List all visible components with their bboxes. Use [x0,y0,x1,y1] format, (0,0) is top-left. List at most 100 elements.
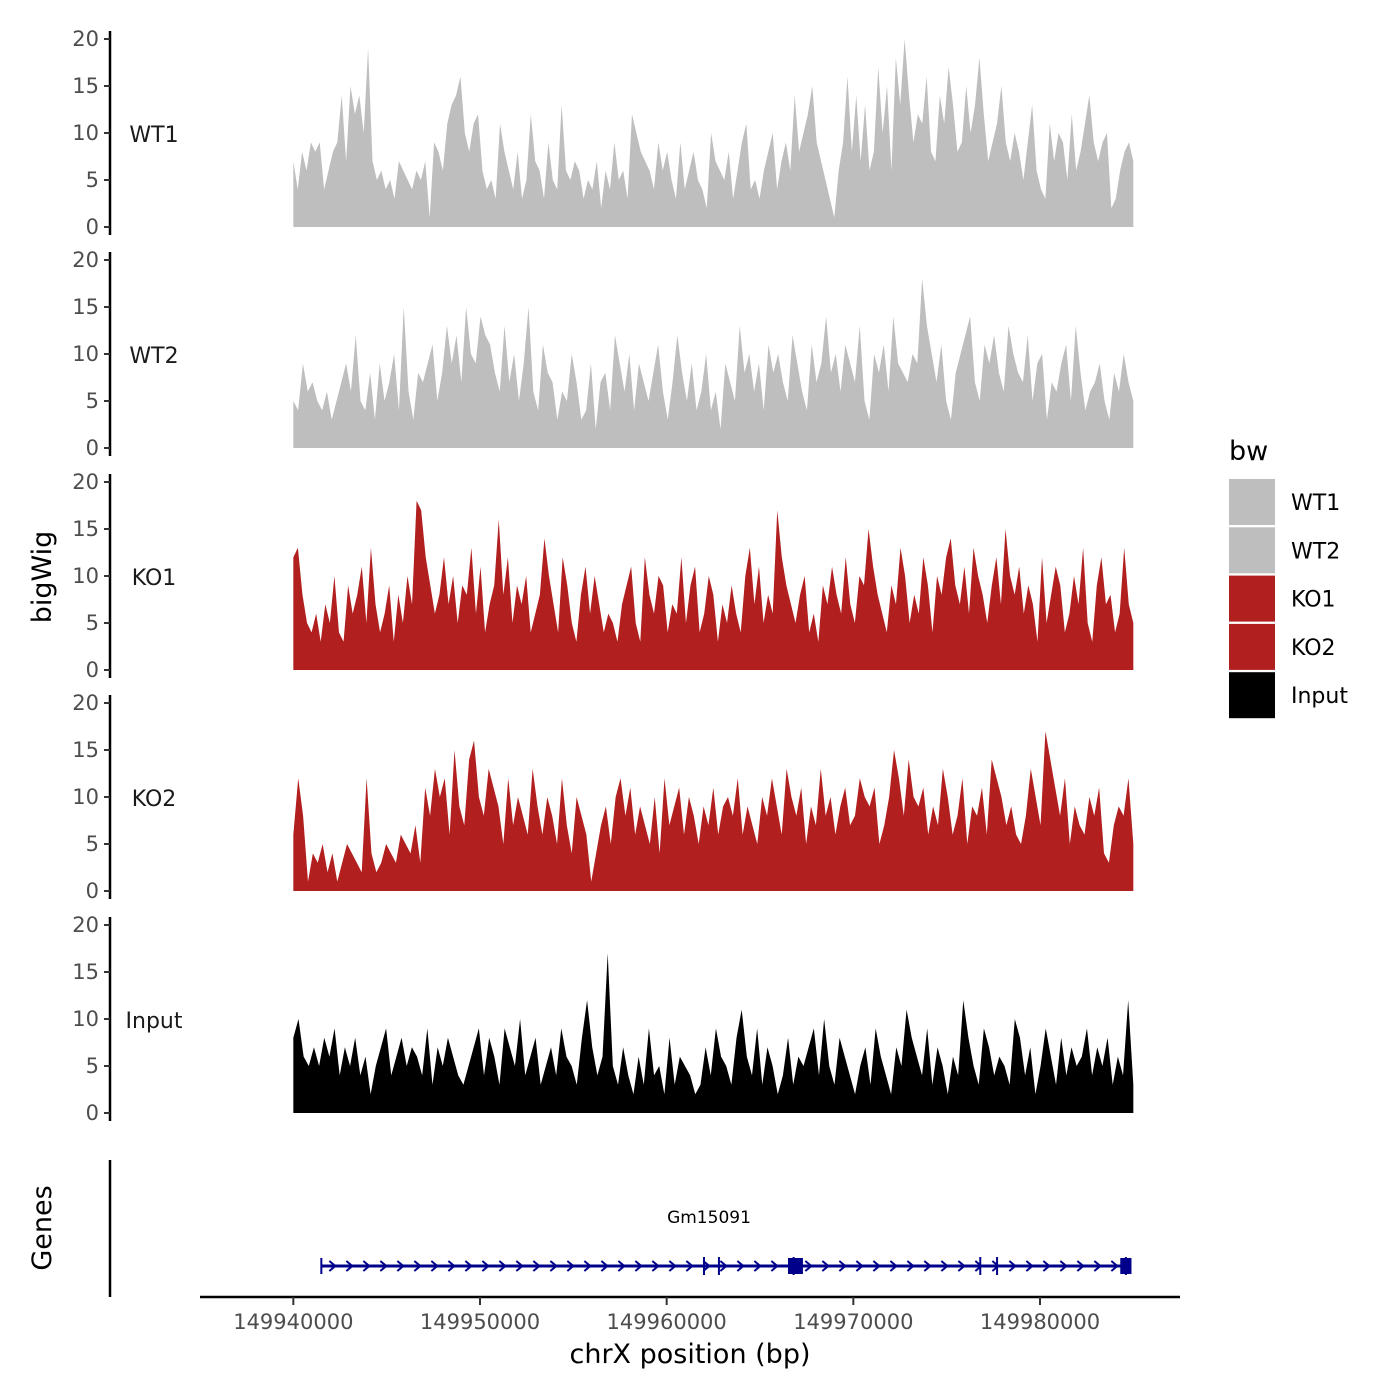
strand-arrow [328,1260,337,1272]
gene-label: Gm15091 [667,1208,751,1228]
strand-arrow [753,1260,762,1272]
x-tick-label: 149940000 [233,1310,353,1334]
strand-arrow [872,1260,881,1272]
legend-label: KO2 [1291,636,1336,661]
track-ko1: 0 5 10 15 20 KO1 [72,470,1134,682]
track-label: KO2 [132,787,177,812]
x-tick-label: 149970000 [793,1310,913,1334]
strand-arrow [838,1260,847,1272]
y-tick-label: 10 [72,1007,99,1031]
signal-tracks: 0 5 10 15 20 WT1 0 5 10 15 20 WT2 0 5 10 15 20 KO1 0 5 10 15 2… [72,27,1134,1125]
strand-arrow [821,1260,830,1272]
legend-swatch [1229,479,1275,525]
cds-block [1120,1258,1132,1274]
legend-label: KO1 [1291,588,1336,613]
track-wt2: 0 5 10 15 20 WT2 [72,248,1134,460]
genes-panel: Gm15091 [108,1160,1132,1297]
legend-entry-input: Input [1229,672,1348,719]
strand-arrow [345,1260,354,1272]
y-tick-label: 20 [72,27,99,51]
track-ko2: 0 5 10 15 20 KO2 [72,691,1134,903]
x-tick-label: 149960000 [607,1310,727,1334]
y-tick-label: 15 [72,517,99,541]
y-tick-label: 15 [72,738,99,762]
legend-entry-wt1: WT1 [1229,479,1340,525]
track-input: 0 5 10 15 20 Input [72,913,1134,1125]
strand-arrow [481,1260,490,1272]
x-tick-label: 149980000 [980,1310,1100,1334]
strand-arrow [617,1260,626,1272]
signal-area [293,39,1134,227]
x-axis-title: chrX position (bp) [569,1339,810,1370]
strand-arrow [583,1260,592,1272]
strand-arrow [566,1260,575,1272]
y-tick-label: 10 [72,564,99,588]
y-tick-label: 10 [72,785,99,809]
y-axis-title: bigWig [27,531,58,624]
strand-arrow [515,1260,524,1272]
strand-arrow [379,1260,388,1272]
strand-arrow [906,1260,915,1272]
y-tick-label: 5 [86,168,99,192]
strand-arrow [736,1260,745,1272]
y-tick-label: 0 [86,658,99,682]
strand-arrow [1076,1260,1085,1272]
y-tick-label: 10 [72,342,99,366]
strand-arrow [1059,1260,1068,1272]
track-label: WT1 [129,123,178,148]
legend-label: Input [1291,684,1348,709]
strand-arrow [940,1260,949,1272]
strand-arrow [549,1260,558,1272]
strand-arrow [1110,1260,1119,1272]
strand-arrow [719,1260,728,1272]
strand-arrow [957,1260,966,1272]
strand-arrow [464,1260,473,1272]
legend-entry-ko2: KO2 [1229,623,1336,670]
strand-arrow [1042,1260,1051,1272]
strand-arrow [362,1260,371,1272]
strand-arrow [974,1260,983,1272]
y-tick-label: 5 [86,1054,99,1078]
strand-arrow [1093,1260,1102,1272]
strand-arrow [685,1260,694,1272]
legend-entry-ko1: KO1 [1229,575,1336,622]
strand-arrow [1025,1260,1034,1272]
legend-label: WT2 [1291,539,1340,564]
cds-block [788,1258,803,1274]
signal-area [293,953,1134,1113]
genes-axis-title: Genes [27,1185,58,1270]
x-axis: 149940000 149950000 149960000 149970000 1499… [200,1295,1180,1334]
legend-swatch [1229,575,1275,622]
strand-arrow [600,1260,609,1272]
track-label: Input [126,1009,183,1034]
legend-swatch [1229,672,1275,719]
legend-swatch [1229,623,1275,670]
strand-arrow [396,1260,405,1272]
legend: bw WT1 WT2 KO1 KO2 Input [1229,436,1348,719]
strand-arrow [668,1260,677,1272]
y-tick-label: 20 [72,913,99,937]
y-tick-label: 20 [72,470,99,494]
legend-label: WT1 [1291,491,1340,516]
gene-gm15091: Gm15091 [320,1208,1132,1275]
y-tick-label: 10 [72,121,99,145]
strand-arrow [702,1260,711,1272]
strand-arrow [413,1260,422,1272]
strand-arrow [651,1260,660,1272]
y-tick-label: 15 [72,74,99,98]
strand-arrow [770,1260,779,1272]
strand-arrow [634,1260,643,1272]
strand-arrow [804,1260,813,1272]
strand-arrow [855,1260,864,1272]
y-tick-label: 5 [86,389,99,413]
strand-arrow [532,1260,541,1272]
signal-area [293,278,1134,448]
y-tick-label: 15 [72,295,99,319]
strand-arrow [1008,1260,1017,1272]
x-tick-label: 149950000 [420,1310,540,1334]
y-tick-label: 0 [86,436,99,460]
y-tick-label: 15 [72,960,99,984]
track-wt1: 0 5 10 15 20 WT1 [72,27,1134,239]
y-tick-label: 0 [86,1101,99,1125]
